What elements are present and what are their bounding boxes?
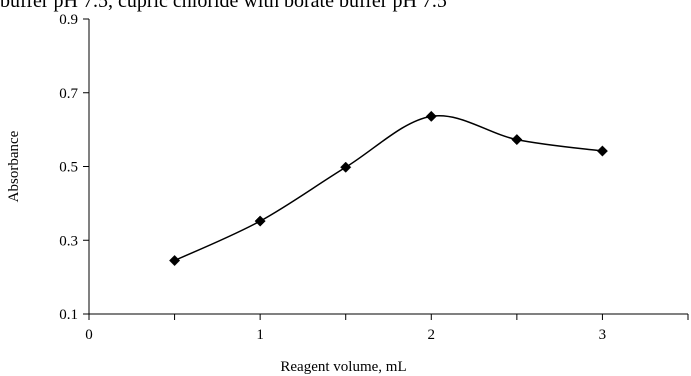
axes — [88, 19, 688, 315]
data-point-marker — [425, 110, 437, 122]
y-axis-title: Absorbance — [6, 130, 22, 202]
chart-title: buffer pH 7.5, cupric chloride with bora… — [0, 0, 447, 12]
x-tick-label: 0 — [85, 327, 93, 343]
x-tick-label: 1 — [256, 327, 264, 343]
data-point-marker — [511, 134, 523, 146]
data-point-marker — [596, 145, 608, 157]
y-ticks: 0.1 0.3 0.5 0.7 0.9 — [59, 12, 89, 323]
y-tick-label: 0.3 — [59, 233, 78, 249]
data-point-marker — [169, 254, 181, 267]
data-point-marker — [254, 215, 266, 227]
x-tick-label: 2 — [428, 327, 436, 343]
x-ticks: 0 1 2 3 — [85, 314, 689, 343]
data-point-marker — [340, 161, 352, 173]
series-group — [169, 110, 608, 267]
x-axis-title: Reagent volume, mL — [280, 359, 406, 375]
absorbance-curve — [174, 114, 603, 262]
y-tick-label: 0.7 — [59, 86, 78, 102]
x-tick-label: 3 — [599, 327, 607, 343]
y-tick-label: 0.5 — [59, 160, 78, 176]
y-tick-label: 0.9 — [59, 12, 78, 28]
y-tick-label: 0.1 — [59, 307, 78, 323]
